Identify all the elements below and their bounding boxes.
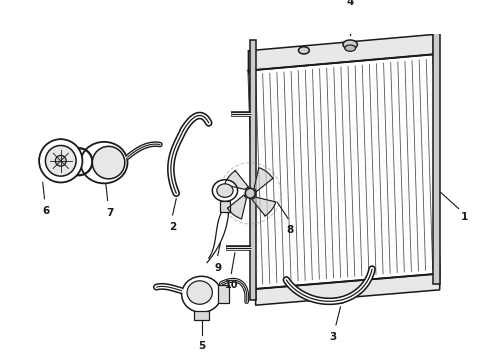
Text: 4: 4 [346, 0, 354, 6]
Polygon shape [256, 274, 440, 305]
Polygon shape [252, 197, 276, 216]
Bar [220, 201, 230, 212]
Text: 9: 9 [214, 263, 221, 273]
Circle shape [245, 188, 255, 198]
Ellipse shape [80, 142, 127, 183]
Circle shape [39, 139, 82, 183]
Ellipse shape [217, 184, 233, 197]
Polygon shape [248, 54, 440, 289]
Text: 7: 7 [106, 208, 113, 218]
Text: 10: 10 [224, 280, 238, 290]
Ellipse shape [187, 281, 212, 304]
Polygon shape [224, 171, 248, 189]
Polygon shape [254, 168, 273, 192]
Text: 2: 2 [169, 222, 176, 232]
Circle shape [92, 147, 125, 179]
Bar [433, 24, 440, 284]
Text: 3: 3 [330, 332, 337, 342]
Bar [218, 285, 228, 303]
Polygon shape [228, 195, 246, 219]
Ellipse shape [345, 45, 356, 51]
Ellipse shape [343, 40, 357, 49]
Bar [195, 311, 209, 320]
Bar [250, 40, 256, 300]
Polygon shape [248, 35, 433, 71]
Text: 6: 6 [43, 206, 50, 216]
Text: 5: 5 [198, 341, 205, 351]
Ellipse shape [298, 47, 309, 54]
Circle shape [46, 145, 76, 176]
Ellipse shape [182, 276, 221, 312]
Circle shape [55, 156, 66, 166]
Text: 1: 1 [461, 212, 468, 222]
Ellipse shape [212, 180, 238, 201]
Text: 8: 8 [286, 225, 294, 235]
